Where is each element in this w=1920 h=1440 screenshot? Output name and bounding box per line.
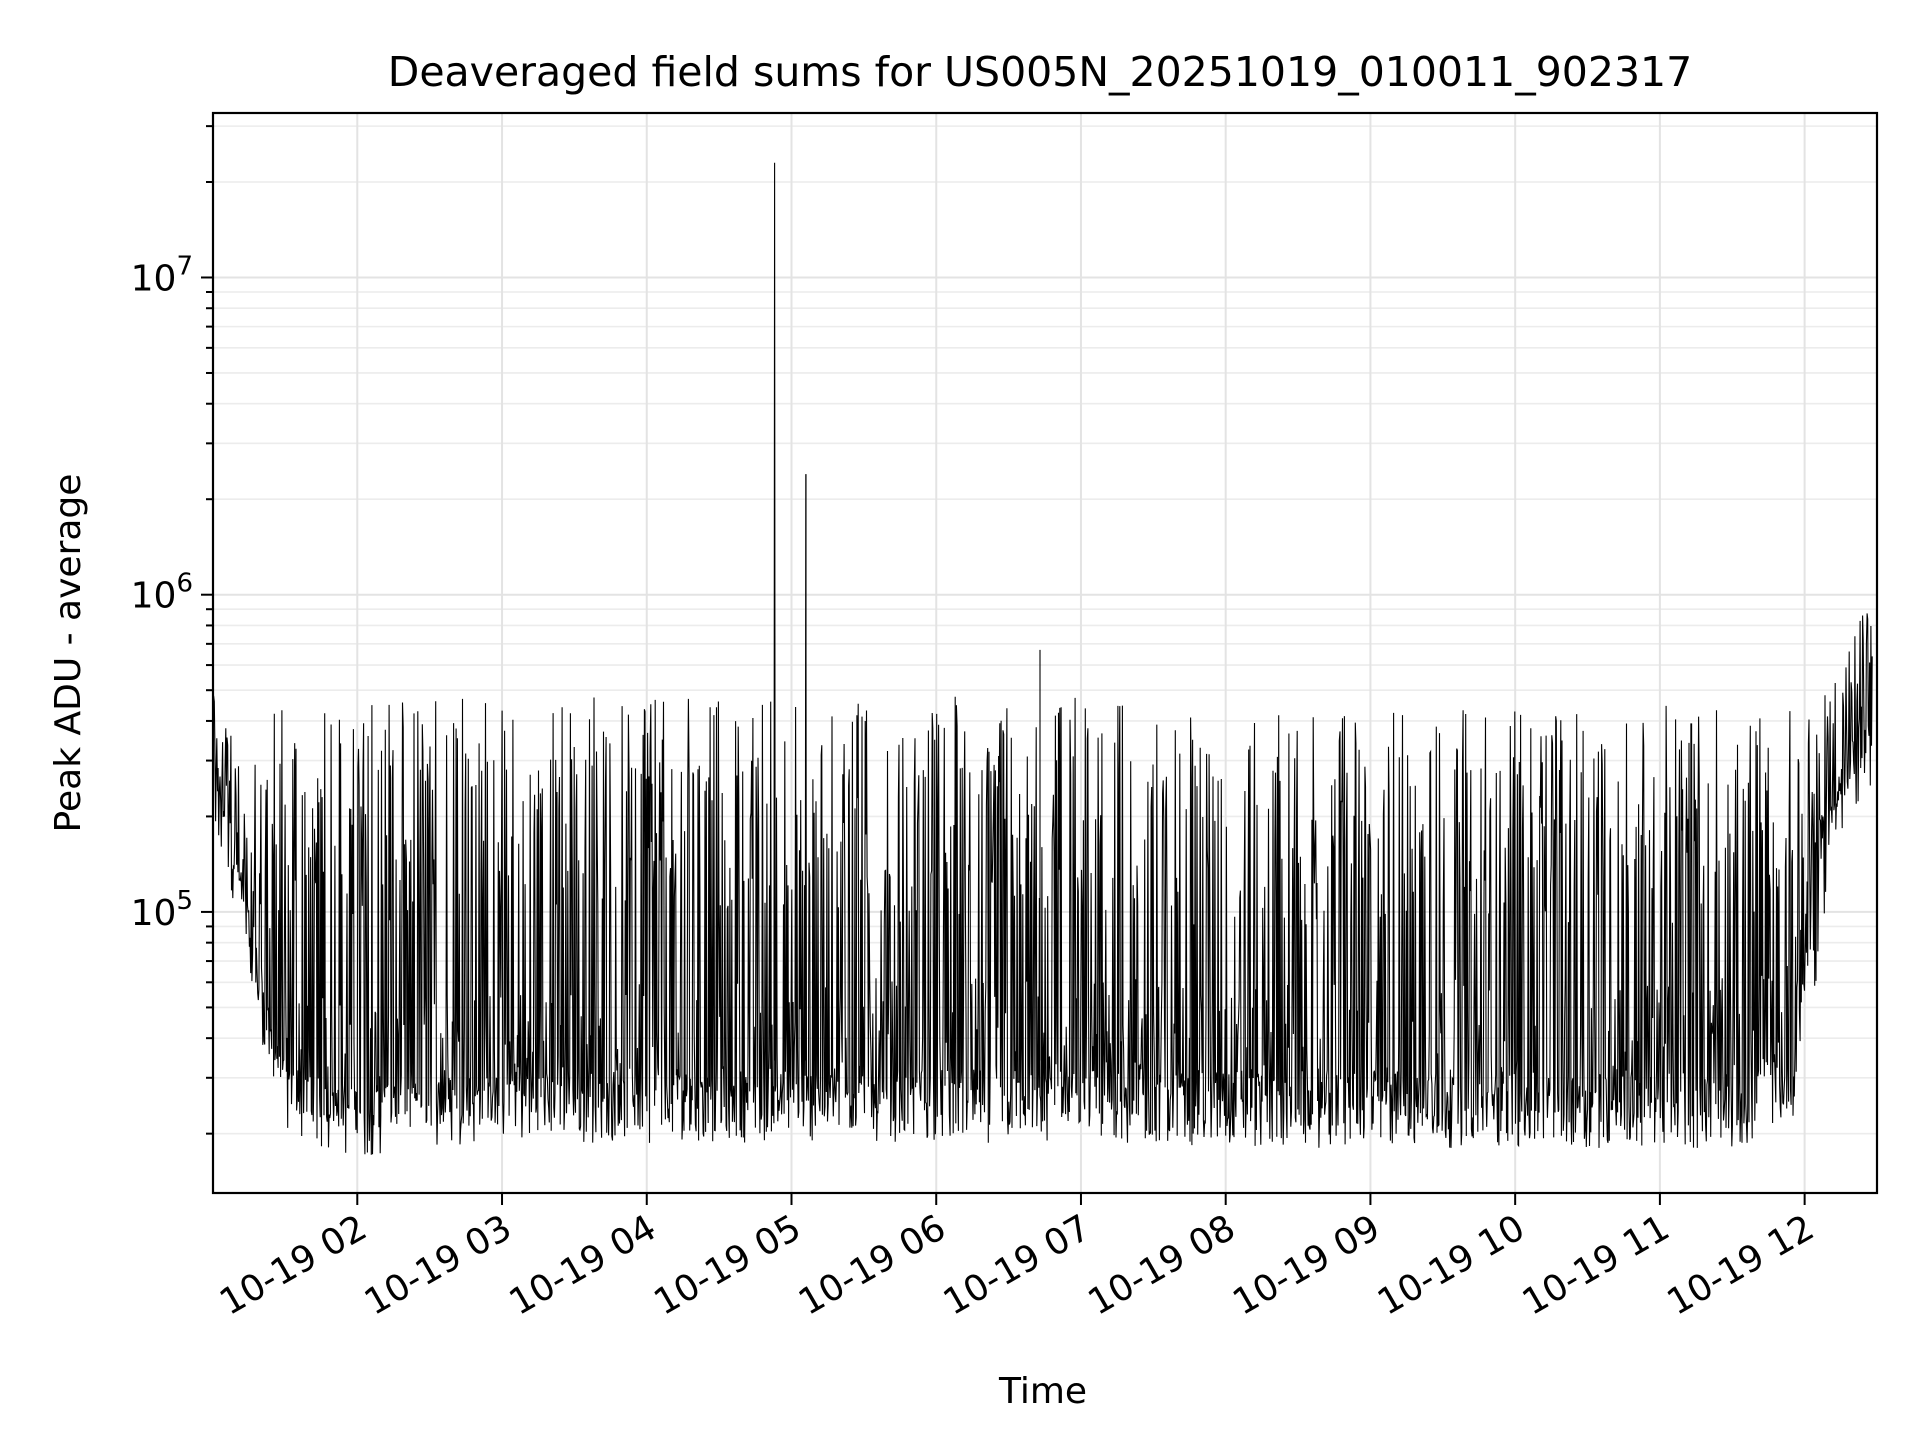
- x-tick-label: 10-19 09: [1226, 1207, 1387, 1323]
- x-tick-label: 10-19 07: [937, 1207, 1098, 1323]
- x-tick-label: 10-19 11: [1516, 1207, 1677, 1323]
- y-tick-label: 107: [131, 251, 193, 299]
- x-tick-label: 10-19 08: [1082, 1207, 1243, 1323]
- chart-title: Deaveraged field sums for US005N_2025101…: [388, 48, 1692, 96]
- x-axis-label: Time: [998, 1371, 1087, 1412]
- x-tick-label: 10-19 05: [647, 1207, 808, 1323]
- plot-frame: [211, 111, 1879, 1195]
- x-tick-label: 10-19 06: [792, 1207, 953, 1323]
- x-tick-label: 10-19 10: [1371, 1207, 1532, 1323]
- x-tick-label: 10-19 12: [1660, 1207, 1821, 1323]
- x-tick-label: 10-19 04: [503, 1207, 664, 1323]
- series-group: [212, 162, 1873, 1155]
- y-tick-label: 105: [131, 886, 193, 934]
- y-tick-label: 106: [131, 569, 193, 617]
- x-tick-label: 10-19 03: [358, 1207, 519, 1323]
- y-axis-label: Peak ADU - average: [48, 474, 89, 833]
- x-tick-label: 10-19 02: [213, 1207, 374, 1323]
- series-line: [212, 162, 1873, 1155]
- y-axis-ticks: 105 106 107: [131, 125, 213, 1135]
